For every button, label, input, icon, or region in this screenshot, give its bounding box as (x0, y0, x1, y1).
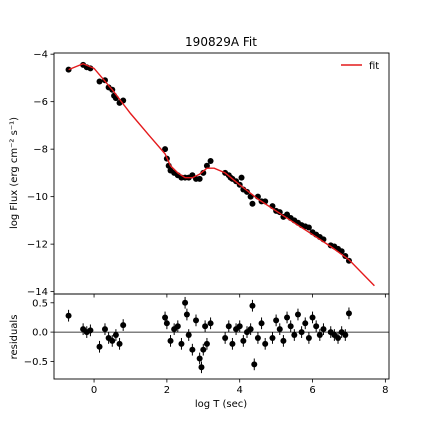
residual-point (345, 310, 352, 317)
legend: fit (341, 61, 379, 72)
residuals-y-tick-label: −0.5 (24, 357, 48, 368)
y-axis-label: log Flux (erg cm⁻² s⁻¹) (9, 117, 20, 229)
residual-point (249, 302, 256, 309)
residual-point (247, 326, 254, 333)
residual-point (320, 326, 327, 333)
residual-point (185, 332, 192, 339)
residual-point (309, 314, 316, 321)
residual-point (222, 334, 229, 341)
residual-point (101, 326, 108, 333)
flux-y-tick-label: −8 (33, 145, 48, 156)
residual-point (174, 323, 181, 330)
residual-point (262, 340, 269, 347)
residual-point (294, 311, 301, 318)
flux-point (249, 200, 256, 207)
residual-point (196, 355, 203, 362)
residual-point (280, 337, 287, 344)
residuals-axes-frame (53, 293, 390, 380)
flux-y-tick-label: −4 (33, 50, 48, 61)
flux-point (200, 169, 207, 176)
x-tick-label: 0 (91, 385, 97, 396)
chart-title: 190829A Fit (185, 35, 257, 49)
flux-point (162, 146, 169, 153)
residual-point (284, 314, 291, 321)
flux-y-tick-label: −6 (33, 97, 48, 108)
flux-y-tick-label: −10 (27, 192, 48, 203)
flux-point (305, 224, 312, 231)
residual-point (316, 332, 323, 339)
x-tick-label: 2 (164, 385, 170, 396)
x-axis-label: log T (sec) (195, 399, 247, 410)
residual-point (258, 320, 265, 327)
residual-point (200, 346, 207, 353)
residual-point (96, 343, 103, 350)
residual-point (291, 332, 298, 339)
residuals-panel: residuals log T (sec) −0.5 0.0 0.5 0 2 4 6 8 (9, 293, 390, 410)
flux-point (65, 66, 72, 73)
fit-line (68, 62, 375, 287)
residual-point (189, 346, 196, 353)
residual-point (163, 320, 170, 327)
residual-point (167, 337, 174, 344)
residual-point (116, 340, 123, 347)
residual-point (112, 332, 119, 339)
residual-point (276, 326, 283, 333)
residual-point (240, 337, 247, 344)
residual-point (193, 317, 200, 324)
residual-point (335, 334, 342, 341)
residual-point (120, 322, 127, 329)
residual-point (65, 312, 72, 319)
flux-point (243, 188, 250, 195)
residual-point (269, 334, 276, 341)
residual-point (273, 317, 280, 324)
residual-point (202, 323, 209, 330)
flux-axes-frame (53, 52, 390, 295)
residual-point (207, 320, 214, 327)
residual-point (236, 323, 243, 330)
residual-point (178, 340, 185, 347)
residuals-y-axis-label: residuals (9, 315, 20, 360)
residual-point (198, 364, 205, 371)
x-tick-label: 4 (237, 385, 243, 396)
residual-point (229, 340, 236, 347)
residual-point (287, 323, 294, 330)
residual-point (305, 334, 312, 341)
residual-point (182, 299, 189, 306)
residual-point (225, 323, 232, 330)
x-tick-label: 8 (382, 385, 388, 396)
residual-point (342, 332, 349, 339)
flux-point (207, 158, 214, 165)
residual-point (313, 323, 320, 330)
residuals-y-tick-label: 0.5 (32, 298, 48, 309)
flux-y-tick-label: −14 (27, 287, 48, 298)
residuals-y-tick-label: 0.0 (32, 328, 48, 339)
flux-point (238, 174, 245, 181)
legend-fit-label: fit (369, 61, 379, 72)
flux-point (196, 175, 203, 182)
residual-point (87, 327, 94, 334)
residual-point (251, 361, 258, 368)
flux-panel: 190829A Fit log Flux (erg cm⁻² s⁻¹) −14 −… (9, 35, 390, 298)
flux-point (96, 78, 103, 85)
x-tick-label: 6 (309, 385, 315, 396)
residual-point (183, 311, 190, 318)
flux-y-tick-label: −12 (27, 240, 48, 251)
residual-point (109, 337, 116, 344)
residual-point (254, 334, 261, 341)
flux-point (203, 162, 210, 169)
residual-point (302, 320, 309, 327)
residual-point (298, 329, 305, 336)
residual-point (203, 340, 210, 347)
